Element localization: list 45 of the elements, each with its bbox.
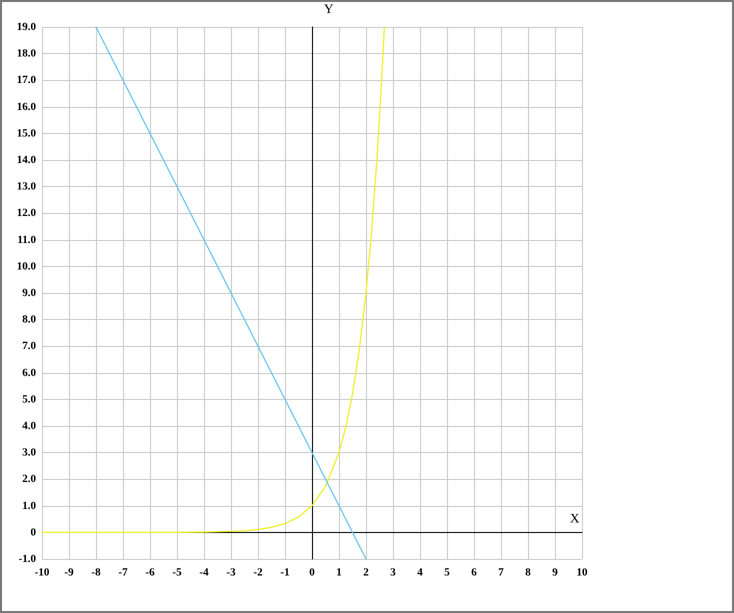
y-tick-label: 18.0 [16,48,36,60]
x-tick-label: -3 [226,566,236,578]
y-tick-label: 10.0 [16,260,36,272]
y-tick-label: 19.0 [16,21,36,33]
x-tick-label: -9 [64,566,74,578]
y-tick-label: 4.0 [22,420,36,432]
y-tick-label: 5.0 [22,393,36,406]
x-axis-title: X [570,510,580,526]
y-tick-label: 9.0 [22,287,36,299]
x-tick-label: 1 [336,566,342,578]
x-tick-label: -8 [91,566,102,578]
y-tick-label: 11.0 [17,234,36,246]
y-tick-label: 2.0 [22,473,36,486]
y-tick-label: 16.0 [16,100,36,113]
x-tick-label: -5 [172,566,182,578]
y-tick-label: 7.0 [22,340,36,352]
x-tick-label: 3 [390,566,396,578]
x-tick-label: 7 [498,566,504,578]
x-tick-label: -6 [145,566,156,578]
y-tick-label: 3.0 [22,446,36,459]
y-tick-label: -1.0 [18,553,36,565]
x-tick-label: 8 [525,566,532,578]
x-tick-label: 5 [444,566,450,578]
y-tick-label: 14.0 [16,154,36,166]
x-tick-label: 2 [363,566,370,578]
y-tick-label: 1.0 [22,500,36,512]
y-tick-label: 17.0 [16,74,36,86]
line-series [41,26,385,533]
x-tick-label: -2 [253,566,264,578]
x-tick-label: -1 [280,566,290,578]
x-tick-label: -7 [118,566,128,578]
x-tick-label: 4 [417,566,424,578]
y-tick-label: 15.0 [16,127,36,140]
x-tick-label: -4 [199,566,210,578]
x-tick-label: 0 [309,566,316,578]
y-tick-label: 13.0 [16,180,36,193]
y-tick-label: 8.0 [22,314,36,326]
x-tick-label: 6 [471,566,478,578]
y-axis-title: Y [324,1,334,16]
x-tick-label: -10 [34,566,50,578]
x-tick-label: 9 [552,566,558,578]
y-tick-label: 0 [30,526,36,538]
y-tick-label: 6.0 [22,366,36,379]
y-tick-label: 12.0 [16,207,36,220]
x-tick-label: 10 [576,566,588,578]
